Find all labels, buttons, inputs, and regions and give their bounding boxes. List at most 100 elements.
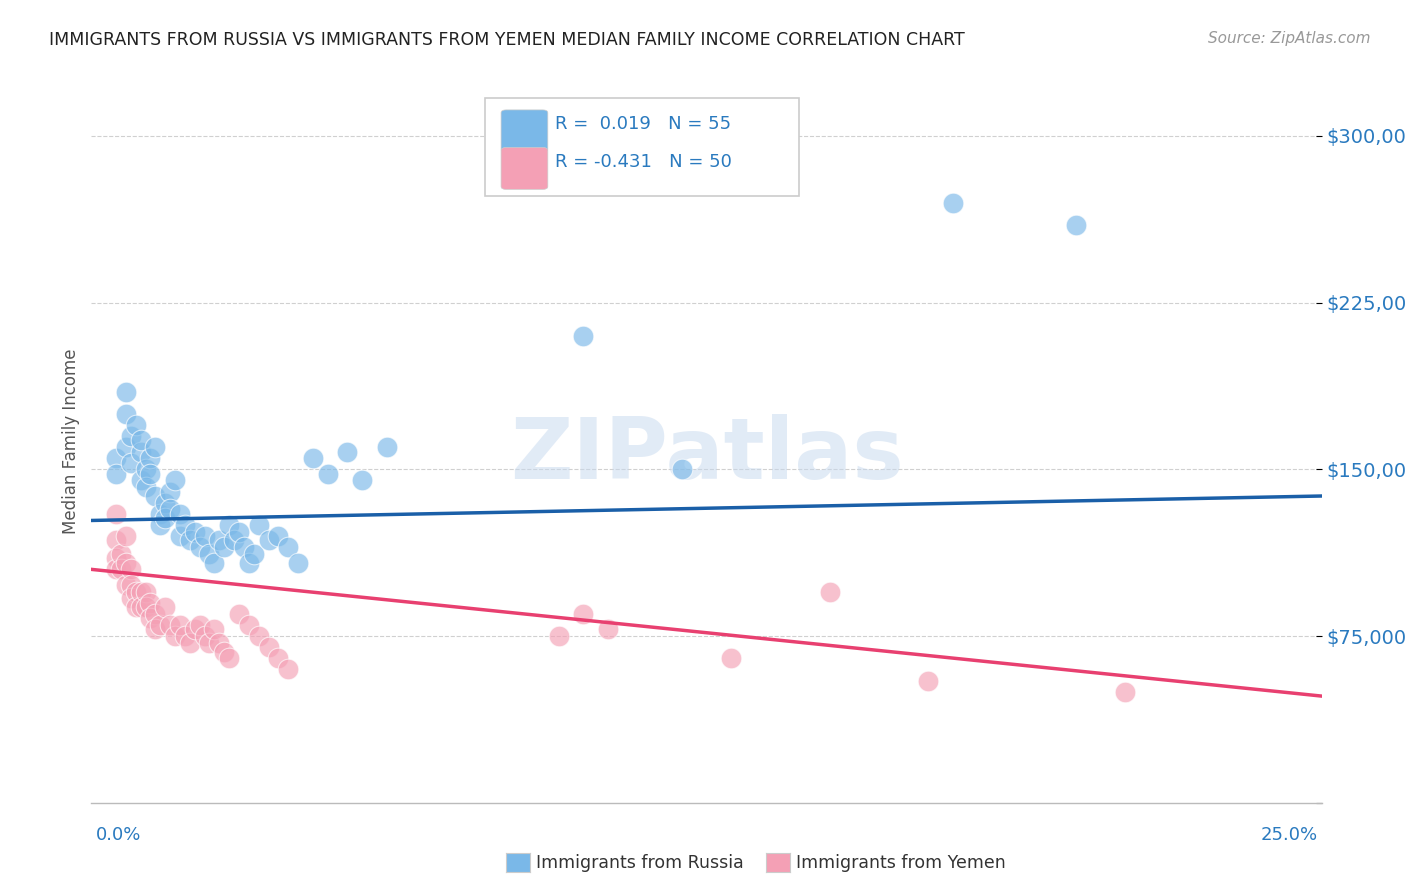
- FancyBboxPatch shape: [485, 98, 799, 196]
- Point: [818, 584, 841, 599]
- Text: Immigrants from Russia: Immigrants from Russia: [536, 854, 744, 871]
- Point: [105, 562, 127, 576]
- Point: [232, 540, 256, 554]
- Point: [124, 584, 146, 599]
- Point: [105, 507, 127, 521]
- Point: [159, 502, 181, 516]
- Point: [208, 533, 231, 548]
- Point: [145, 489, 166, 503]
- Point: [129, 600, 152, 615]
- Point: [120, 591, 142, 606]
- Point: [352, 474, 374, 488]
- Point: [183, 524, 207, 539]
- Point: [202, 556, 225, 570]
- Point: [129, 434, 152, 448]
- Point: [238, 556, 260, 570]
- Point: [129, 474, 152, 488]
- Point: [120, 456, 142, 470]
- Point: [135, 584, 156, 599]
- Point: [110, 562, 132, 576]
- Point: [212, 540, 235, 554]
- Point: [267, 529, 290, 543]
- Point: [153, 511, 177, 525]
- Point: [277, 540, 299, 554]
- Point: [179, 533, 201, 548]
- Point: [120, 429, 142, 443]
- Point: [316, 467, 339, 481]
- Point: [124, 600, 146, 615]
- Point: [149, 618, 172, 632]
- Point: [129, 444, 152, 458]
- Point: [208, 636, 231, 650]
- Point: [247, 629, 270, 643]
- Point: [212, 645, 235, 659]
- Point: [129, 584, 152, 599]
- Point: [183, 623, 207, 637]
- Point: [145, 623, 166, 637]
- Point: [917, 673, 939, 688]
- Point: [596, 623, 619, 637]
- Point: [139, 611, 162, 625]
- Point: [242, 547, 264, 561]
- Point: [124, 417, 146, 432]
- Point: [336, 444, 359, 458]
- FancyBboxPatch shape: [501, 147, 548, 189]
- Point: [671, 462, 693, 476]
- Point: [179, 636, 201, 650]
- Point: [135, 600, 156, 615]
- Point: [169, 618, 191, 632]
- Y-axis label: Median Family Income: Median Family Income: [62, 349, 80, 534]
- Point: [105, 551, 127, 566]
- Point: [174, 517, 197, 532]
- Point: [139, 596, 162, 610]
- Point: [114, 384, 138, 399]
- Point: [572, 607, 595, 621]
- Point: [572, 329, 595, 343]
- Point: [277, 662, 299, 676]
- Point: [114, 578, 138, 592]
- Point: [1114, 684, 1136, 698]
- Point: [114, 529, 138, 543]
- Point: [218, 517, 240, 532]
- Text: Immigrants from Yemen: Immigrants from Yemen: [796, 854, 1005, 871]
- Point: [120, 578, 142, 592]
- Point: [149, 517, 172, 532]
- Point: [153, 600, 177, 615]
- Point: [1064, 218, 1087, 232]
- Point: [169, 529, 191, 543]
- Point: [174, 629, 197, 643]
- Point: [222, 533, 246, 548]
- Point: [202, 623, 225, 637]
- Point: [547, 629, 569, 643]
- Point: [159, 484, 181, 499]
- Point: [257, 640, 280, 655]
- Point: [110, 547, 132, 561]
- Point: [169, 507, 191, 521]
- Point: [163, 629, 186, 643]
- Text: 0.0%: 0.0%: [96, 826, 141, 844]
- Point: [114, 440, 138, 454]
- Text: R =  0.019   N = 55: R = 0.019 N = 55: [555, 115, 731, 133]
- Point: [105, 533, 127, 548]
- Text: ZIPatlas: ZIPatlas: [509, 415, 904, 498]
- Point: [145, 607, 166, 621]
- Point: [153, 496, 177, 510]
- Text: 25.0%: 25.0%: [1260, 826, 1317, 844]
- FancyBboxPatch shape: [501, 110, 548, 152]
- Point: [105, 467, 127, 481]
- Point: [149, 507, 172, 521]
- Point: [193, 629, 217, 643]
- Point: [114, 556, 138, 570]
- Text: Source: ZipAtlas.com: Source: ZipAtlas.com: [1208, 31, 1371, 46]
- Point: [159, 618, 181, 632]
- Point: [135, 480, 156, 494]
- Point: [139, 467, 162, 481]
- Point: [198, 636, 221, 650]
- Point: [105, 451, 127, 466]
- Point: [941, 195, 963, 210]
- Point: [267, 651, 290, 665]
- Point: [135, 462, 156, 476]
- Point: [193, 529, 217, 543]
- Point: [163, 474, 186, 488]
- Point: [375, 440, 398, 454]
